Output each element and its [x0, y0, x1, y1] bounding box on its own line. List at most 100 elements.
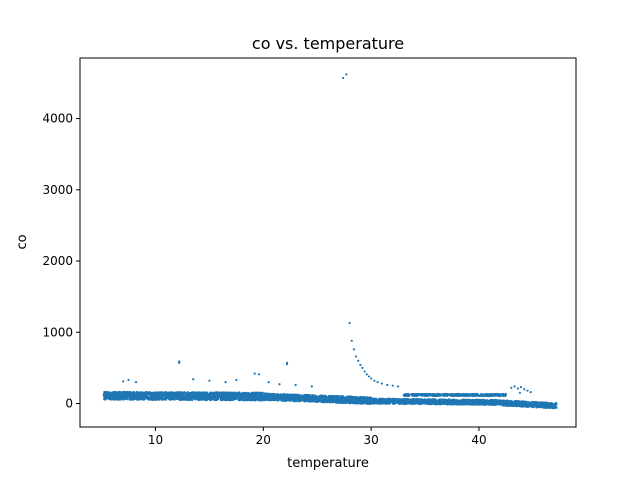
data-point	[304, 395, 307, 399]
data-point	[214, 393, 217, 396]
data-point	[133, 391, 136, 395]
data-point	[363, 399, 366, 402]
data-point	[165, 396, 168, 399]
data-point	[139, 394, 142, 397]
data-point	[103, 398, 106, 401]
data-point	[323, 394, 326, 397]
data-point	[455, 399, 458, 402]
data-point	[220, 391, 223, 395]
data-point	[397, 402, 400, 405]
data-point	[104, 390, 107, 393]
data-point	[505, 401, 508, 404]
data-point	[129, 393, 132, 396]
data-point	[272, 398, 276, 401]
data-point	[360, 402, 363, 405]
data-point	[471, 400, 474, 403]
data-point	[360, 396, 363, 400]
data-point	[488, 403, 491, 406]
data-point	[499, 402, 502, 406]
data-point	[247, 391, 250, 394]
data-point	[109, 391, 112, 394]
data-point	[487, 400, 490, 403]
data-point	[413, 398, 417, 401]
data-point	[346, 395, 349, 399]
data-point	[520, 404, 523, 407]
data-point	[420, 399, 423, 402]
data-point	[371, 402, 375, 405]
data-point	[227, 394, 230, 397]
data-point	[124, 393, 128, 396]
data-point	[107, 397, 110, 400]
data-point	[166, 394, 169, 397]
data-point	[181, 395, 184, 398]
data-point	[368, 398, 371, 401]
data-point	[385, 399, 388, 402]
data-point	[214, 397, 217, 400]
data-point	[254, 394, 258, 397]
data-point	[131, 391, 135, 395]
data-point	[299, 395, 302, 398]
data-point	[248, 393, 251, 396]
data-point	[230, 392, 234, 395]
data-point	[106, 392, 110, 395]
data-point	[350, 401, 353, 404]
data-point	[431, 402, 434, 405]
data-point	[441, 398, 444, 401]
data-point	[161, 397, 164, 400]
data-point	[127, 391, 130, 394]
data-point	[555, 406, 558, 409]
data-point	[316, 400, 319, 404]
data-point	[388, 402, 392, 405]
data-point	[237, 399, 240, 402]
data-point	[520, 400, 523, 403]
chart-title: co vs. temperature	[252, 34, 404, 53]
data-point	[391, 400, 394, 403]
data-point	[513, 402, 516, 405]
data-point	[344, 398, 347, 402]
data-point	[235, 396, 238, 399]
data-point	[125, 395, 129, 398]
data-point	[163, 396, 166, 399]
data-point	[450, 401, 453, 404]
data-point	[320, 400, 323, 403]
data-point	[175, 395, 178, 398]
data-point	[300, 399, 303, 402]
data-point	[342, 398, 345, 401]
data-point	[453, 402, 457, 405]
data-point	[356, 400, 359, 403]
plot-area	[102, 73, 558, 410]
data-point	[141, 394, 144, 397]
data-point	[412, 402, 415, 405]
data-point	[295, 396, 298, 399]
data-point	[347, 401, 350, 404]
data-point	[501, 403, 504, 406]
data-point	[256, 391, 259, 395]
data-point	[555, 402, 558, 405]
data-point	[111, 391, 114, 394]
data-point	[367, 402, 370, 405]
data-point	[211, 397, 214, 400]
data-point	[124, 397, 127, 400]
data-point	[217, 391, 221, 394]
data-point	[151, 398, 155, 401]
data-point	[246, 399, 249, 402]
data-point	[149, 397, 152, 401]
data-point	[176, 397, 179, 400]
data-point	[440, 402, 443, 405]
data-point	[523, 401, 526, 404]
data-point	[128, 395, 132, 398]
data-point	[225, 393, 228, 396]
data-point	[160, 395, 163, 398]
data-point	[160, 391, 163, 394]
data-point	[416, 401, 419, 404]
data-point	[227, 391, 231, 394]
data-point	[196, 392, 200, 395]
data-point	[137, 397, 140, 401]
data-point	[405, 402, 408, 405]
data-point	[211, 391, 214, 394]
data-point	[452, 399, 455, 402]
data-point	[121, 396, 125, 399]
data-point	[251, 393, 254, 397]
data-point	[253, 394, 256, 398]
data-point	[511, 404, 515, 407]
